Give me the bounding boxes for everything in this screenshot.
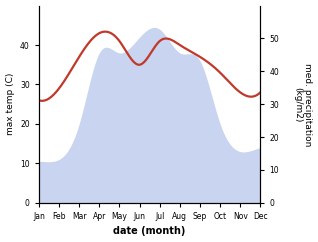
X-axis label: date (month): date (month) [114, 227, 186, 236]
Y-axis label: med. precipitation
(kg/m2): med. precipitation (kg/m2) [293, 62, 313, 146]
Y-axis label: max temp (C): max temp (C) [5, 73, 15, 135]
